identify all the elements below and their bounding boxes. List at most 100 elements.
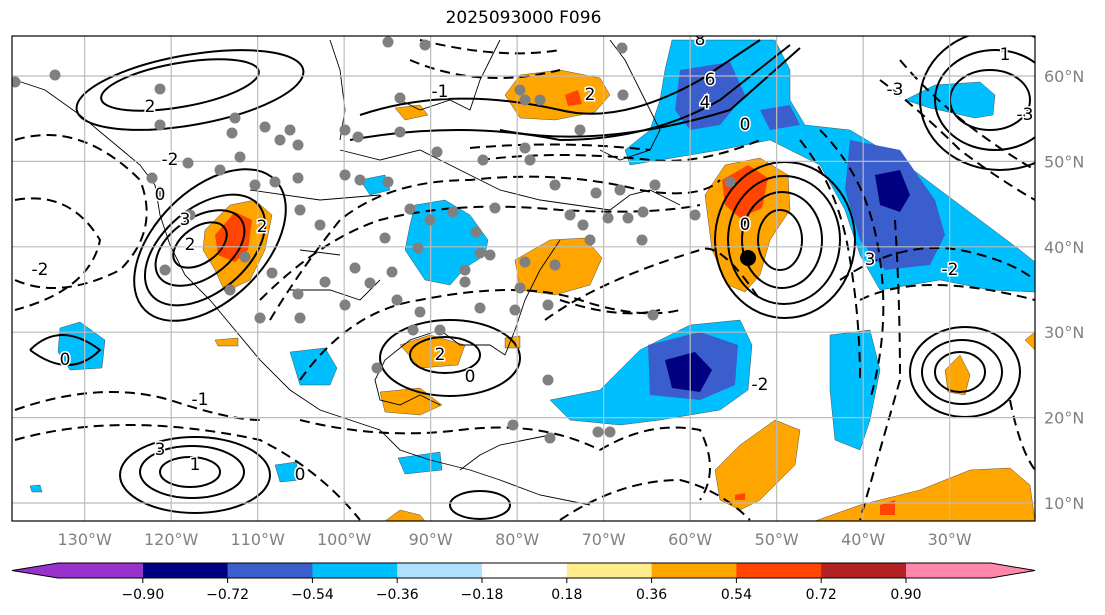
station-dot: [590, 187, 602, 199]
lon-label: 40°W: [841, 530, 885, 549]
station-dot: [226, 127, 238, 139]
station-dot: [146, 172, 158, 184]
station-dot: [584, 234, 596, 246]
station-dot: [542, 374, 554, 386]
station-dot: [364, 277, 376, 289]
station-dot: [382, 36, 394, 48]
contour-label: 1: [1000, 45, 1011, 65]
station-dot: [617, 89, 629, 101]
station-dot: [474, 302, 486, 314]
graticule: [12, 36, 1035, 521]
longitude-labels: 130°W 120°W 110°W 100°W 90°W 80°W 70°W 60°W 50°W…: [57, 530, 971, 549]
colorbar-swatch: [736, 563, 822, 578]
station-dot: [636, 234, 648, 246]
station-dot: [182, 157, 194, 169]
lat-label: 50°N: [1044, 152, 1084, 171]
lat-label: 40°N: [1044, 238, 1084, 257]
station-dot: [386, 266, 398, 278]
station-dot: [269, 176, 281, 188]
shade-negative-blue: [675, 62, 945, 270]
station-dot: [159, 264, 171, 276]
contour-label: 0: [465, 367, 476, 387]
colorbar-swatch: [821, 563, 907, 578]
lon-label: 100°W: [317, 530, 372, 549]
station-dot: [474, 247, 486, 259]
colorbar-tick-label: 0.36: [636, 587, 667, 603]
lat-label: 20°N: [1044, 409, 1084, 428]
station-dot: [412, 242, 424, 254]
station-dot: [507, 419, 519, 431]
colorbar-tick-label: −0.72: [206, 587, 249, 603]
contour-label: -3: [887, 80, 904, 100]
latitude-labels: 60°N 50°N 40°N 30°N 20°N 10°N: [1044, 67, 1084, 513]
station-dot: [349, 262, 361, 274]
contour-label: -2: [942, 260, 959, 280]
colorbar-swatch: [142, 563, 229, 578]
station-dot: [470, 226, 482, 238]
station-dot: [534, 94, 546, 106]
map-frame: [11, 35, 1036, 522]
station-dot: [509, 304, 521, 316]
contour-label: 2: [257, 217, 268, 237]
storm-center-marker: [740, 250, 756, 266]
colorbar-tick-label: −0.90: [121, 587, 164, 603]
station-dot: [407, 324, 419, 336]
station-dot: [229, 112, 241, 124]
contour-label: 0: [740, 215, 751, 235]
station-dot: [224, 284, 236, 296]
station-dot: [564, 209, 576, 221]
shade-negative-cyan-misc: [29, 321, 881, 493]
station-dot: [622, 212, 634, 224]
station-dot: [319, 276, 331, 288]
solid-contours: [29, 36, 1035, 520]
colorbar-swatch: [227, 563, 313, 578]
station-dot: [477, 154, 489, 166]
station-dot: [12, 76, 21, 88]
station-dot: [514, 282, 526, 294]
station-dot: [724, 176, 736, 188]
colorbar-swatch: [482, 563, 568, 578]
station-dot: [549, 259, 561, 271]
station-dot: [549, 179, 561, 191]
station-dot: [382, 176, 394, 188]
station-dot: [379, 232, 391, 244]
station-dot: [419, 39, 431, 51]
station-dot: [404, 203, 416, 215]
station-dot: [239, 251, 251, 263]
contour-label: -3: [1017, 105, 1034, 125]
station-dot: [577, 219, 589, 231]
station-dot: [371, 362, 383, 374]
station-dot: [249, 179, 261, 191]
contour-label: 6: [705, 70, 716, 90]
station-dot: [294, 312, 306, 324]
station-dot: [484, 249, 496, 261]
shade-positive-red: [215, 90, 895, 515]
station-dot: [394, 92, 406, 104]
station-dot: [352, 131, 364, 143]
colorbar-tick-label: 0.72: [806, 587, 837, 603]
dashed-contours: [14, 39, 1035, 521]
station-dot: [154, 119, 166, 131]
station-dot: [459, 276, 471, 288]
contour-label: -2: [32, 260, 49, 280]
station-dot: [339, 124, 351, 136]
colorbar-tick-label: −0.36: [376, 587, 419, 603]
contour-label: 8: [695, 30, 706, 50]
lon-label: 130°W: [57, 530, 112, 549]
station-dot: [339, 299, 351, 311]
lat-label: 60°N: [1044, 67, 1084, 86]
contour-label: 0: [60, 350, 71, 370]
station-dot: [274, 134, 286, 146]
station-dot: [292, 139, 304, 151]
station-dot: [284, 124, 296, 136]
lon-label: 30°W: [928, 530, 972, 549]
station-dot: [339, 169, 351, 181]
colorbar-tick-label: −0.18: [461, 587, 504, 603]
station-dot: [266, 267, 278, 279]
station-dot: [544, 432, 556, 444]
contour-label: 3: [865, 250, 876, 270]
colorbar-outline: [11, 562, 1036, 579]
contour-label: 4: [700, 93, 711, 113]
station-dot: [649, 179, 661, 191]
